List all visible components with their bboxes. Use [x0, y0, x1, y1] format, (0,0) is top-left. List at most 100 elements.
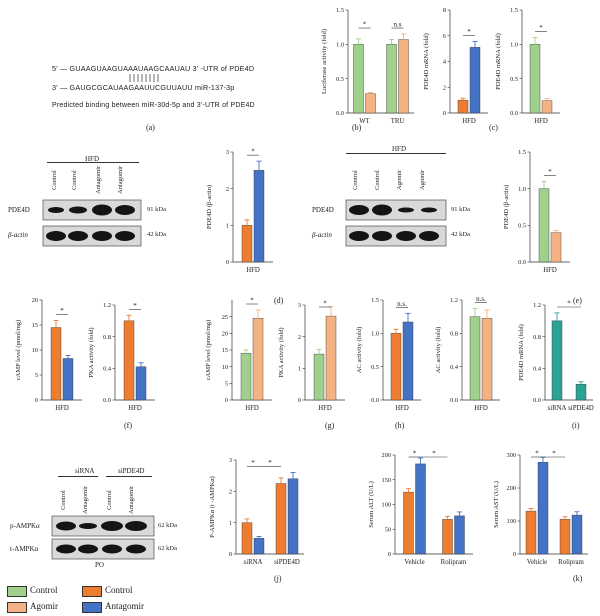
panel-label-g: (g): [325, 421, 335, 430]
chart-g2-sig-label-0: *: [323, 300, 327, 308]
blot-d-kda-1: 91 kDa: [147, 206, 166, 213]
blot-e-membrane-1: [345, 199, 447, 221]
panel-label-f: (f): [124, 421, 132, 430]
blot-e-band-pde4d-1: [349, 205, 369, 215]
chart-b-sig-label-1: n.s: [394, 21, 402, 29]
blot-e-band-actin-3: [396, 231, 416, 241]
chart-c2-ytick-label-3: 1.5: [510, 7, 518, 14]
chart-f1-ytick-label-0: 0: [35, 397, 38, 404]
chart-h1-sig-label-0: n.s.: [397, 300, 407, 308]
chart-h2-sig-label-0: n.s.: [476, 295, 486, 303]
chart-j-ylabel: P-AMPKα (t -AMPKα): [209, 476, 216, 538]
chart-b-ytick-label-2: 1.0: [336, 42, 344, 49]
chart-b-category-1: TRU: [391, 118, 405, 125]
chart-g1-ylabel: cAMP level (pmol/mg): [205, 320, 212, 380]
legend-swatch-4: [82, 602, 102, 613]
chart-f1-ytick-label-3: 15: [32, 322, 38, 329]
chart-k1-bar-1-1: [454, 515, 465, 555]
blot-d-kda-2: 42 kDa: [147, 231, 166, 238]
legend-label-2: Control: [105, 585, 133, 595]
chart-h2-bar-0-0: [469, 316, 481, 401]
blot-j-band-p-4: [125, 521, 147, 531]
blot-d-header: HFD: [85, 155, 100, 163]
chart-f2-sig-label-0: *: [133, 302, 137, 310]
chart-k2-bar-0-1: [537, 462, 549, 555]
legend-label-4: Antagomir: [105, 601, 144, 611]
chart-d-sig-label-0: *: [251, 148, 255, 156]
panel-label-b: (b): [352, 123, 362, 132]
blot-e-kda-1: 91 kDa: [451, 206, 470, 213]
chart-g1-bar-0-0: [240, 353, 252, 401]
chart-h1-ytick-label-2: 1.0: [371, 331, 379, 338]
chart-g1-ytick-label-2: 10: [222, 364, 228, 371]
chart-k2-bar-1-1: [571, 514, 583, 555]
chart-k1-ylabel: Serum ALT (U/L): [368, 481, 375, 528]
chart-j-bar-0-1: [253, 538, 265, 555]
chart-d-bar-0-0: [241, 225, 253, 263]
blot-j-kda-1: 62 kDa: [158, 522, 177, 529]
chart-g2-bar-0-0: [313, 353, 325, 401]
chart-j-ytick-label-1: 1: [229, 520, 232, 527]
chart-c2-ylabel: PDE4D mRNA (fold): [495, 33, 502, 90]
legend-label-3: Agomir: [30, 601, 58, 611]
chart-g2-ytick-label-1: 1: [298, 366, 301, 373]
blot-e-band-actin-2: [372, 231, 392, 241]
chart-g2-category-0: HFD: [318, 405, 332, 412]
blot-e-band-actin-4: [419, 231, 439, 241]
chart-c2-bar-0-0: [529, 44, 541, 114]
chart-f1-ytick-label-4: 20: [32, 297, 38, 304]
chart-g1-category-0: HFD: [245, 405, 259, 412]
chart-h1-category-0: HFD: [395, 405, 409, 412]
chart-j-sig-label-1: *: [268, 459, 272, 467]
blot-j-group-1: siRNA: [75, 467, 95, 475]
chart-b-bar-0-1: [365, 93, 376, 114]
chart-d-category-0: HFD: [246, 267, 260, 274]
blot-j-band-t-3: [102, 544, 122, 554]
chart-f1-ytick-label-2: 10: [32, 347, 38, 354]
chart-b-ylabel: Luciferase activity (fold): [321, 29, 328, 94]
chart-i-bar-0-0: [551, 320, 563, 401]
chart-b-ytick-label-0: 0.0: [336, 110, 344, 117]
chart-d-ytick-label-1: 1: [226, 223, 229, 230]
panel-label-h: (h): [395, 421, 405, 430]
chart-k2-ytick-label-0: 0: [513, 551, 516, 558]
blot-j-row-label-1: p-AMPKα: [10, 522, 40, 530]
blot-j-row-label-2: t-AMPKα: [10, 545, 39, 553]
panel-label-c: (c): [489, 123, 498, 132]
chart-c1-ytick-label-4: 8: [443, 7, 446, 14]
chart-h1-bar-0-1: [402, 321, 414, 401]
chart-i-category-1: siPDE4D: [568, 405, 594, 412]
blot-d-band-pde4d-3: [92, 204, 112, 216]
chart-h2-ytick-label-0: 0.0: [450, 397, 458, 404]
binding-caption: Predicted binding between miR-30d-5p and…: [52, 102, 255, 109]
chart-k1-bar-0-0: [403, 491, 414, 555]
blot-e-band-actin-1: [349, 231, 369, 241]
chart-e-bar-0-1: [550, 232, 562, 263]
panel-label-e: (e): [573, 296, 582, 305]
blot-j-group-line-1: [58, 476, 98, 477]
blot-d-band-actin-1: [46, 231, 66, 241]
chart-h1-ytick-label-3: 1.5: [371, 297, 379, 304]
blot-j-group-line-2: [106, 476, 152, 477]
blot-e-band-pde4d-3: [398, 207, 414, 213]
chart-c1-sig-label-0: *: [467, 28, 471, 36]
chart-d-ylabel: PDE4D (β-actin): [206, 185, 213, 229]
blot-e-header: HFD: [392, 145, 407, 153]
chart-c2-ytick-label-2: 1.0: [510, 42, 518, 49]
chart-h2-ylabel: AC activity (fold): [435, 327, 442, 374]
chart-i-category-0: siRNA: [548, 405, 567, 412]
chart-c2-ytick-label-0: 0.0: [510, 110, 518, 117]
chart-h1-bar-0-0: [390, 333, 402, 401]
chart-c1-ylabel: PDE4D mRNA (fold): [423, 33, 430, 90]
chart-j-category-1: siPDE4D: [274, 559, 300, 566]
chart-c1-ytick-label-2: 4: [443, 59, 447, 66]
panel-label-d: (d): [274, 296, 284, 305]
chart-f1-category-0: HFD: [55, 405, 69, 412]
chart-k2-category-1: Rolipram: [558, 559, 584, 566]
chart-f1-sig-label-0: *: [60, 307, 64, 315]
chart-k1-ytick-label-3: 150: [382, 477, 391, 484]
chart-h1-ytick-label-0: 0.0: [371, 397, 379, 404]
chart-i-ytick-label-3: 1.2: [533, 302, 541, 309]
